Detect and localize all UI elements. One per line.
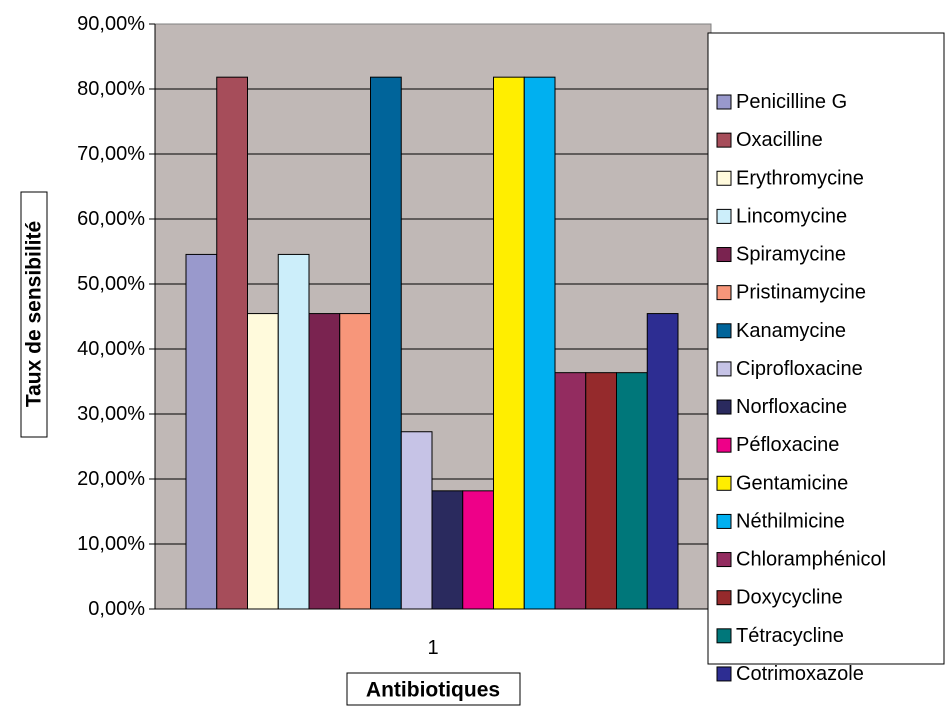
legend-label: Norfloxacine (736, 396, 847, 418)
legend-label: Ciprofloxacine (736, 358, 863, 380)
y-axis-title-box: Taux de sensibilité (20, 191, 48, 438)
y-axis-title: Taux de sensibilité (23, 221, 46, 407)
bar (308, 313, 341, 610)
y-tick-label: 30,00% (77, 403, 145, 425)
legend-label: Lincomycine (736, 205, 847, 227)
legend-swatch (716, 590, 732, 606)
legend: Penicilline G Oxacilline Erythromycine Linc… (707, 32, 945, 685)
bar (523, 76, 556, 610)
legend-label: Penicilline G (736, 91, 847, 113)
legend-swatch (716, 628, 732, 644)
bar (431, 490, 464, 610)
bar (646, 313, 679, 610)
bar (493, 76, 525, 610)
bars (185, 76, 679, 610)
legend-swatch (716, 132, 732, 148)
x-tick-labels: 1 (427, 609, 712, 659)
x-tick-label: 1 (427, 637, 438, 659)
bar (462, 490, 494, 610)
bar (339, 313, 371, 610)
legend-label: Doxycycline (736, 587, 843, 609)
bar (216, 76, 248, 610)
legend-swatch (716, 170, 732, 186)
legend-label: Kanamycine (736, 320, 846, 342)
axes (154, 24, 711, 610)
legend-label: Péfloxacine (736, 434, 839, 456)
bar (585, 372, 617, 610)
legend-swatch (716, 666, 732, 682)
y-tick-label: 50,00% (77, 273, 145, 295)
y-tick-label: 20,00% (77, 468, 145, 490)
legend-swatch (716, 475, 732, 491)
x-axis-title-box: Antibiotiques (346, 672, 521, 706)
y-tick-label: 0,00% (88, 598, 145, 620)
bar (370, 76, 402, 610)
y-tick-label: 70,00% (77, 143, 145, 165)
legend-swatch (716, 323, 732, 339)
legend-label: Chloramphénicol (736, 549, 886, 571)
legend-swatch (716, 208, 732, 224)
legend-swatch (716, 361, 732, 377)
bar (554, 372, 587, 610)
y-tick-label: 40,00% (77, 338, 145, 360)
legend-swatch (716, 513, 732, 529)
bar (616, 372, 648, 610)
y-tick-label: 60,00% (77, 208, 145, 230)
legend-label: Erythromycine (736, 167, 864, 189)
legend-label: Oxacilline (736, 129, 823, 151)
y-tick-label: 10,00% (77, 533, 145, 555)
y-tick-labels: 0,00% 10,00% 20,00% 30,00% 40,00% 50,00% 60,00… (77, 13, 155, 620)
x-axis-title: Antibiotiques (366, 679, 500, 702)
legend-box (707, 32, 945, 665)
legend-swatch (716, 285, 732, 301)
legend-swatch (716, 437, 732, 453)
bar (185, 253, 218, 610)
bar (277, 253, 310, 610)
bar (247, 313, 279, 610)
legend-label: Néthilmicine (736, 510, 845, 532)
legend-items: Penicilline G Oxacilline Erythromycine Linc… (716, 91, 886, 685)
legend-label: Pristinamycine (736, 282, 866, 304)
legend-swatch (716, 399, 732, 415)
legend-label: Spiramycine (736, 244, 846, 266)
legend-swatch (716, 552, 732, 568)
bar (400, 431, 433, 610)
y-tick-label: 90,00% (77, 13, 145, 35)
legend-label: Tétracycline (736, 625, 844, 647)
legend-label: Cotrimoxazole (736, 663, 864, 685)
legend-label: Gentamicine (736, 472, 848, 494)
y-tick-label: 80,00% (77, 78, 145, 100)
legend-swatch (716, 247, 732, 263)
legend-swatch (716, 94, 732, 110)
